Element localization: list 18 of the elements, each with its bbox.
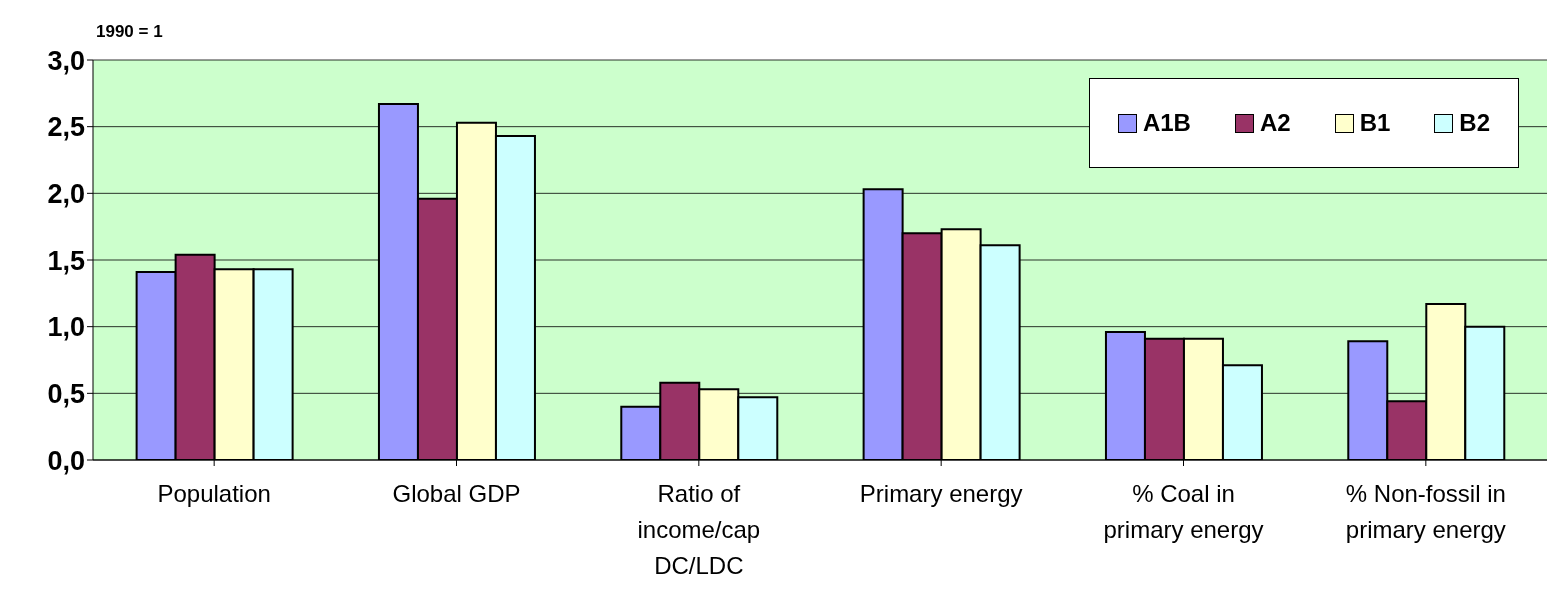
x-tick-label: Global GDP bbox=[392, 480, 521, 507]
y-axis-title: 1990 = 1 bbox=[96, 22, 163, 42]
x-tick-label: % Non-fossil in primary energy bbox=[1345, 480, 1506, 543]
y-tick-label: 2,0 bbox=[47, 178, 85, 209]
y-tick-label: 1,5 bbox=[47, 245, 85, 276]
x-tick-label: Primary energy bbox=[859, 480, 1023, 507]
y-tick-label: 0,0 bbox=[47, 445, 85, 476]
legend-label: A2 bbox=[1259, 109, 1291, 137]
y-tick-label: 3,0 bbox=[47, 45, 85, 76]
x-tick-label: % Coal in primary energy bbox=[1103, 480, 1264, 543]
legend-label: B2 bbox=[1459, 109, 1490, 137]
y-tick-label: 1,0 bbox=[47, 312, 85, 343]
x-tick-label: Population bbox=[157, 480, 271, 507]
y-tick-label: 0,5 bbox=[47, 378, 85, 409]
legend-label: B1 bbox=[1359, 109, 1391, 137]
legend-label: A1B bbox=[1142, 109, 1191, 137]
x-tick-label: Ratio of income/cap DC/LDC bbox=[637, 480, 761, 579]
y-tick-label: 2,5 bbox=[47, 112, 85, 143]
